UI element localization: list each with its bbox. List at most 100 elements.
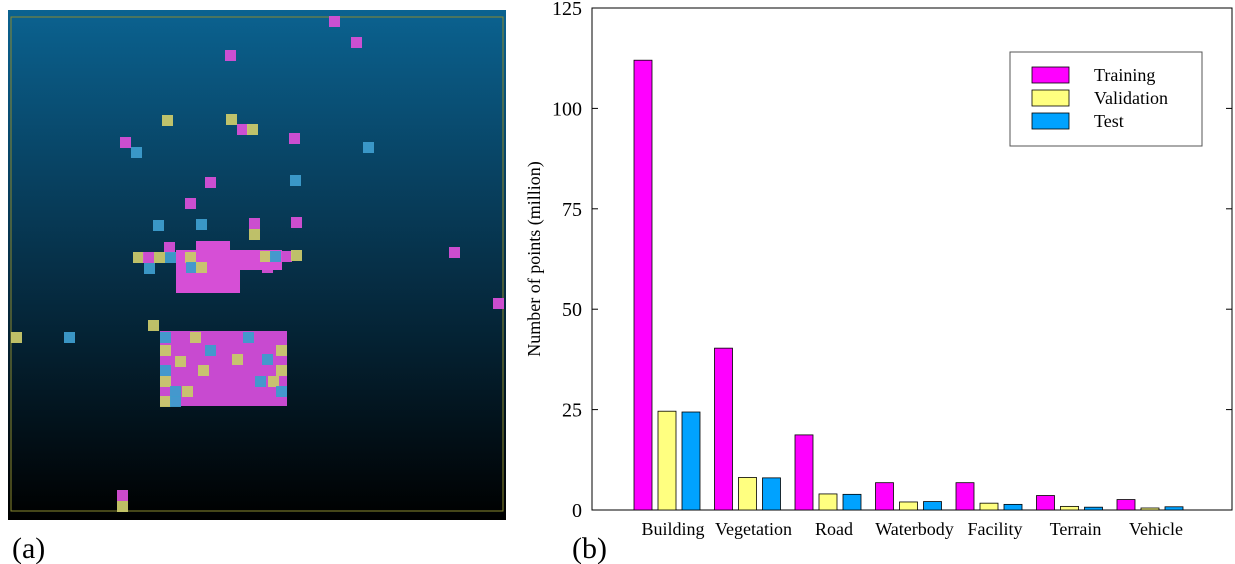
tile [493,298,504,309]
tile [205,345,216,356]
bar [1004,504,1022,510]
tile [291,250,302,261]
tile-cluster [176,270,240,293]
tile [170,386,181,397]
legend-swatch [1032,113,1069,129]
tile [260,251,271,262]
tile [276,345,287,356]
tile [190,332,201,343]
y-tick-label: 0 [572,500,582,522]
tile [153,220,164,231]
point-cloud-map [8,10,506,520]
x-tick-label: Building [641,519,704,539]
tile [120,137,131,148]
tile [165,252,176,263]
tile [329,16,340,27]
tile [290,175,301,186]
tile [160,345,171,356]
tile [117,501,128,512]
tile [131,147,142,158]
x-tick-label: Vehicle [1129,519,1183,539]
tile [64,332,75,343]
bar [1061,506,1079,510]
bar [843,494,861,510]
tile [133,252,144,263]
tile [249,218,260,229]
legend-label: Test [1094,111,1124,131]
x-tick-label: Waterbody [875,519,954,539]
tile [449,247,460,258]
bar [819,494,837,510]
tile [281,251,292,262]
tile [268,376,279,387]
y-tick-label: 75 [562,199,582,221]
tile [11,332,22,343]
tile [276,386,287,397]
tile [276,365,287,376]
bar [956,483,974,510]
tile [270,251,281,262]
legend-swatch [1032,90,1069,106]
bar [682,412,700,510]
x-tick-label: Vegetation [715,519,792,539]
tile [186,262,197,273]
bar [763,478,781,510]
tile [247,124,258,135]
legend-label: Validation [1094,88,1168,108]
tile [243,332,254,343]
tile [198,365,209,376]
x-tick-label: Facility [968,519,1023,539]
bar [1141,508,1159,510]
tile [363,142,374,153]
bar [900,502,918,510]
tile [160,396,171,407]
tile [351,37,362,48]
y-tick-label: 25 [562,400,582,422]
y-tick-label: 100 [552,98,582,120]
tile [182,386,193,397]
tile [225,50,236,61]
tile [160,365,171,376]
bar [739,477,757,510]
bar [658,411,676,510]
y-axis-label: Number of points (million) [524,161,545,356]
tile [185,198,196,209]
tile [164,242,175,253]
tile [196,219,207,230]
tile [232,354,243,365]
panel-label: (a) [12,532,45,564]
tile [196,262,207,273]
tile [160,376,171,387]
tile [262,262,273,273]
tile [170,396,181,407]
tile [249,229,260,240]
legend-label: Training [1094,65,1155,85]
tile [205,177,216,188]
tile [262,354,273,365]
figure: (a) (b) Number of points (million) 02550… [0,0,1235,564]
bar [634,60,652,510]
figure-canvas: (a) (b) Number of points (million) 02550… [0,0,1235,564]
tile [255,376,266,387]
tile [237,124,248,135]
bar [980,503,998,510]
bar [1165,507,1183,510]
tile [185,252,196,263]
tile [162,115,173,126]
bar [1037,496,1055,510]
legend-swatch [1032,67,1069,83]
tile [148,320,159,331]
bar [1117,500,1135,510]
tile [291,217,302,228]
x-tick-label: Road [815,519,853,539]
tile [160,332,171,343]
tile [143,252,154,263]
tile [144,263,155,274]
bar [715,348,733,510]
tile [226,114,237,125]
tile [154,252,165,263]
bar [1085,507,1103,510]
bar [795,435,813,510]
bar [876,483,894,510]
panel-label: (b) [572,532,607,564]
